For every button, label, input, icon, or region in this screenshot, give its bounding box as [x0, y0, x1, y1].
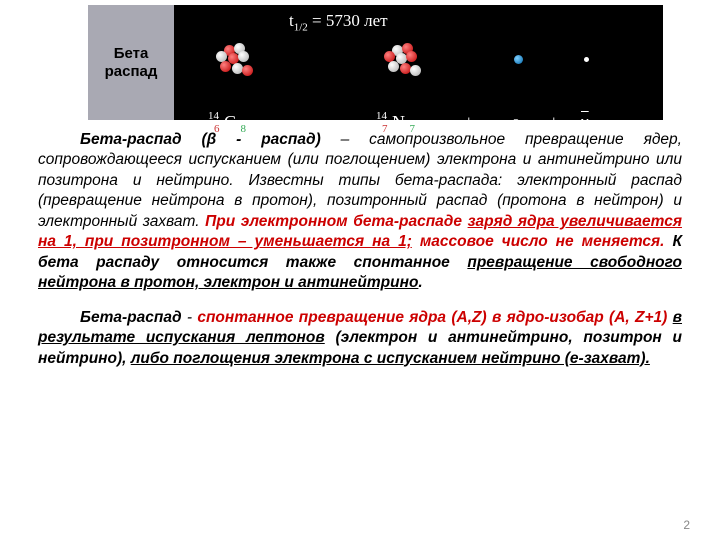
p2-rest1: - — [182, 309, 198, 326]
electron-symbol: e — [512, 112, 520, 132]
diagram-visual: t1/2 = 5730 лет — [174, 5, 663, 120]
p2-red: спонтанное превращение ядра (A,Z) в ядро… — [197, 309, 667, 326]
text-content: Бета-распад (β - распад) – самопроизволь… — [0, 120, 720, 369]
c14-symbol: 14 C 6 8 — [224, 112, 236, 133]
p1-red: При электронном бета-распаде — [205, 213, 467, 230]
p1-lead: Бета-распад (β - распад) — [80, 131, 321, 148]
paragraph-2: Бета-распад - спонтанное превращение ядр… — [38, 308, 682, 369]
plus-2: + — [549, 112, 559, 132]
label-line2: распад — [105, 63, 158, 80]
p1-red2: массовое число не меняется. — [412, 233, 665, 250]
n14-symbol: 14 N 7 7 — [392, 112, 405, 133]
plus-1: + — [464, 112, 474, 132]
half-life-text: t1/2 = 5730 лет — [289, 11, 388, 33]
antineutrino-particle — [584, 57, 589, 62]
electron-particle — [514, 55, 523, 64]
beta-decay-diagram: Бета распад t1/2 = 5730 лет — [88, 5, 663, 120]
label-line1: Бета — [114, 45, 149, 62]
paragraph-1: Бета-распад (β - распад) – самопроизволь… — [38, 130, 682, 294]
diagram-label: Бета распад — [105, 45, 158, 81]
p2-lead: Бета-распад — [80, 309, 182, 326]
nitrogen-14-nucleus — [384, 43, 420, 79]
antineutrino-symbol: νe — [581, 112, 595, 136]
diagram-label-box: Бета распад — [88, 5, 174, 120]
page-number: 2 — [683, 518, 690, 532]
p2-und2: либо поглощения электрона с испусканием … — [131, 350, 650, 367]
carbon-14-nucleus — [216, 43, 252, 79]
p1-tail-end: . — [418, 274, 422, 291]
